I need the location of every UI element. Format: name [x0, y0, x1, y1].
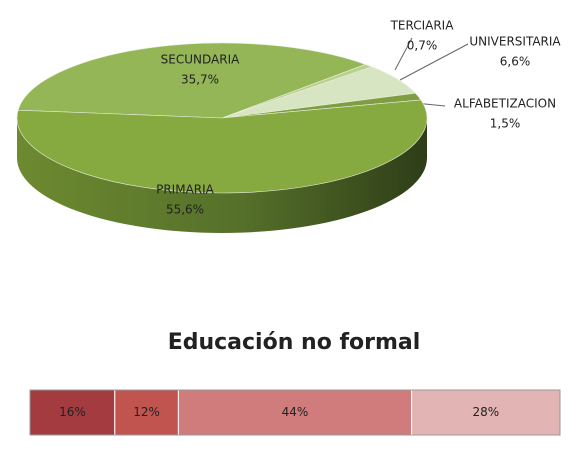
- segment-label: 12%: [133, 405, 160, 419]
- leader-line: [399, 43, 469, 81]
- slice-value: 55,6%: [166, 203, 204, 217]
- slice-value: 1,5%: [490, 117, 521, 131]
- pie: SECUNDARIA 35,7% TERCIARIA 0,7% UNIVERSITARI…: [16, 19, 561, 217]
- bar-segment: [114, 389, 179, 436]
- segment-label: 44%: [282, 405, 309, 419]
- leader-line: [394, 37, 413, 71]
- slice-value: 0,7%: [407, 39, 438, 53]
- slice-label: TERCIARIA: [390, 19, 455, 33]
- pie-slice: [16, 99, 428, 194]
- slice-label: ALFABETIZACION: [454, 97, 556, 111]
- pie-side: [17, 118, 427, 233]
- bar-segment: [177, 389, 413, 436]
- bar-segment: [411, 389, 561, 436]
- segment-label: 16%: [59, 405, 86, 419]
- segment-label: 28%: [472, 405, 499, 419]
- pie-slice: [17, 42, 367, 119]
- bar-frame: [29, 389, 561, 436]
- slice-label: PRIMARIA: [156, 183, 215, 197]
- slice-label: UNIVERSITARIA: [469, 35, 561, 49]
- chart-title: Educación no formal: [168, 330, 421, 355]
- stacked-bar: 16% 12% 44% 28%: [29, 389, 561, 436]
- slice-label: SECUNDARIA: [161, 53, 240, 67]
- slice-value: 6,6%: [500, 55, 531, 69]
- slice-value: 35,7%: [181, 73, 219, 87]
